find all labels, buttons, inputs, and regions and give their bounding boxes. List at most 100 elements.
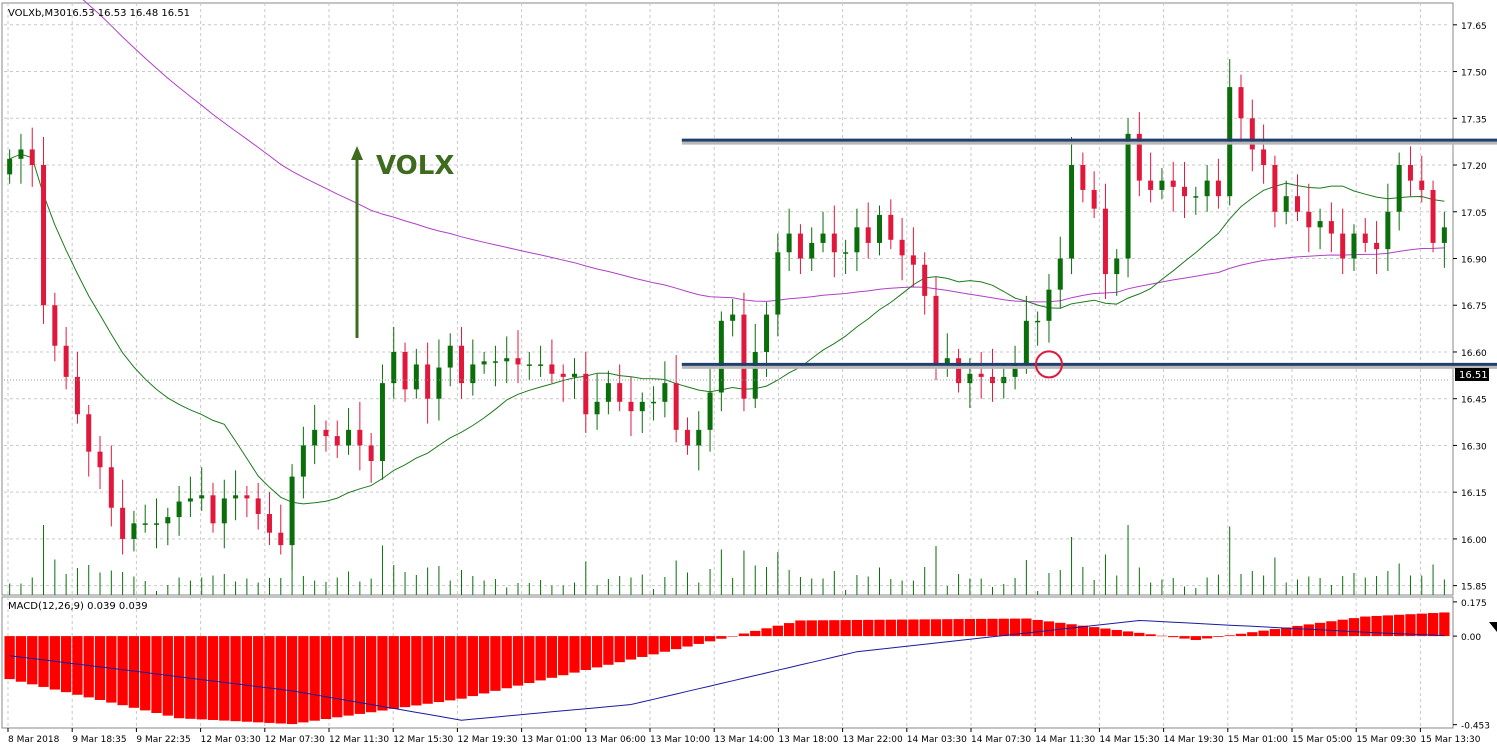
annotation-label: VOLX	[376, 151, 454, 181]
macd-bar	[1111, 629, 1122, 637]
macd-bar	[49, 636, 60, 690]
macd-bar	[976, 618, 987, 637]
candle-body	[233, 495, 239, 499]
time-tick-label: 13 Mar 06:00	[586, 735, 646, 745]
macd-bar	[377, 636, 388, 711]
macd-bar	[1168, 636, 1179, 638]
candle-body	[334, 436, 340, 446]
candle-body	[639, 401, 645, 412]
macd-signal-line	[9, 619, 1445, 721]
time-tick-label: 14 Mar 19:30	[1164, 735, 1224, 745]
macd-tick-label: 0.00	[1461, 633, 1481, 643]
candle-body	[187, 498, 193, 502]
macd-bar	[501, 636, 512, 689]
candle-body	[1238, 87, 1244, 119]
candle-body	[617, 383, 623, 402]
candle-body	[662, 383, 668, 402]
macd-bar	[829, 620, 840, 637]
time-tick-label: 14 Mar 03:30	[907, 735, 967, 745]
price-tick-label: 16.75	[1461, 302, 1487, 312]
macd-bar	[320, 636, 332, 720]
macd-bar	[38, 636, 49, 687]
candle-body	[1340, 233, 1346, 259]
candles	[7, 59, 1447, 571]
candle-body	[142, 523, 148, 525]
price-tick-label: 17.35	[1461, 115, 1487, 125]
axis-layer: 17.65 17.50 17.35 17.20 17.05 16.90 16.75 16.60…	[7, 22, 1490, 745]
volume-layer	[9, 525, 1445, 595]
time-tick-label: 15 Mar 09:30	[1356, 735, 1416, 745]
macd-bar	[1258, 630, 1269, 637]
candle-body	[41, 165, 47, 306]
price-tick-label: 16.30	[1461, 442, 1487, 452]
candle-body	[1035, 320, 1041, 323]
macd-bar	[1021, 618, 1032, 637]
macd-bar	[625, 636, 637, 660]
macd-bar	[1043, 621, 1055, 637]
macd-bar	[185, 636, 196, 719]
candle-body	[1136, 133, 1142, 181]
macd-panel-frame	[1, 596, 1454, 729]
macd-bar	[433, 636, 445, 703]
macd-bar	[919, 619, 930, 637]
candle-body	[1283, 196, 1289, 212]
candle-body	[1306, 211, 1312, 228]
macd-bar	[241, 636, 253, 722]
macd-bar	[795, 620, 806, 637]
candle-body	[1114, 258, 1120, 275]
candle-body	[1351, 233, 1357, 259]
macd-bar	[332, 636, 343, 718]
macd-bar	[1394, 614, 1405, 637]
macd-bar	[614, 636, 625, 663]
candle-body	[1249, 118, 1255, 150]
macd-bar	[1439, 612, 1450, 637]
time-tick-label: 9 Mar 22:35	[136, 735, 190, 745]
candle-body	[1193, 196, 1199, 198]
macd-bar	[1224, 635, 1235, 637]
macd-bar	[953, 619, 964, 637]
time-tick-label: 14 Mar 07:30	[971, 735, 1031, 745]
candle-body	[459, 345, 465, 384]
time-tick-label: 13 Mar 14:00	[714, 735, 774, 745]
time-tick-label: 14 Mar 11:30	[1035, 735, 1095, 745]
candle-body	[470, 364, 476, 384]
candle-body	[707, 392, 713, 430]
macd-bar	[671, 636, 682, 650]
candle-body	[560, 373, 566, 377]
time-tick-label: 14 Mar 15:30	[1099, 735, 1159, 745]
macd-bar	[207, 636, 219, 720]
macd-bar	[806, 620, 817, 637]
macd-bar	[512, 636, 524, 686]
macd-bar	[1201, 636, 1213, 639]
macd-bar	[196, 636, 207, 720]
candle-body	[346, 429, 352, 446]
price-tick-label: 16.15	[1461, 489, 1487, 499]
macd-bar	[83, 636, 94, 698]
current-price-badge	[1455, 368, 1489, 381]
candle-body	[1441, 227, 1447, 243]
time-tick-label: 13 Mar 18:00	[778, 735, 838, 745]
arrow-head-icon	[351, 146, 363, 160]
candle-body	[1419, 180, 1425, 190]
macd-bar	[1427, 613, 1439, 637]
candle-body	[1261, 149, 1267, 166]
time-tick-label: 12 Mar 03:30	[201, 735, 261, 745]
candle-body	[63, 345, 69, 377]
candle-body	[1057, 258, 1063, 290]
price-tick-label: 16.00	[1461, 536, 1487, 546]
macd-bar	[354, 636, 365, 714]
macd-bar	[4, 636, 15, 680]
candle-body	[651, 401, 657, 404]
macd-bar	[275, 636, 286, 724]
candle-body	[221, 498, 227, 524]
macd-bar	[1009, 618, 1021, 637]
candle-body	[312, 429, 318, 446]
candle-body	[854, 227, 860, 253]
macd-bar	[27, 636, 38, 685]
candle-body	[492, 361, 498, 363]
macd-bar	[399, 636, 411, 708]
macd-bar	[140, 636, 151, 711]
candle-body	[199, 495, 205, 499]
macd-bar	[264, 636, 275, 723]
macd-bar	[704, 636, 716, 642]
